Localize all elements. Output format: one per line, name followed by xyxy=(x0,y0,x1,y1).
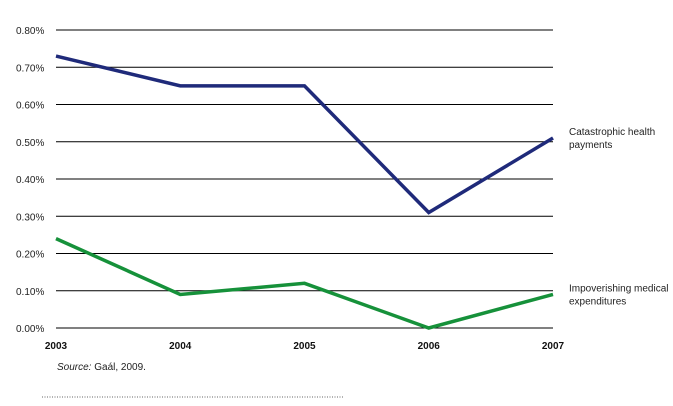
source-note: Source: Gaál, 2009. xyxy=(57,362,146,373)
x-tick-label: 2006 xyxy=(418,341,441,352)
y-tick-label: 0.60% xyxy=(16,101,44,112)
series-label: payments xyxy=(569,140,612,151)
series-line-0 xyxy=(55,54,554,215)
y-tick-label: 0.40% xyxy=(16,175,44,186)
x-tick-label: 2007 xyxy=(542,341,565,352)
y-tick-label: 0.50% xyxy=(16,138,44,149)
x-tick-label: 2003 xyxy=(45,341,68,352)
series-label: Catastrophic health xyxy=(569,127,655,138)
x-tick-label: 2005 xyxy=(293,341,316,352)
y-tick-label: 0.20% xyxy=(16,250,44,261)
y-tick-label: 0.70% xyxy=(16,63,44,74)
series-label: Impoverishing medical xyxy=(569,283,669,294)
series-label: expenditures xyxy=(569,296,626,307)
y-tick-label: 0.80% xyxy=(16,26,44,37)
x-tick-label: 2004 xyxy=(169,341,192,352)
y-tick-label: 0.10% xyxy=(16,287,44,298)
y-tick-label: 0.30% xyxy=(16,212,44,223)
y-tick-label: 0.00% xyxy=(16,324,44,335)
